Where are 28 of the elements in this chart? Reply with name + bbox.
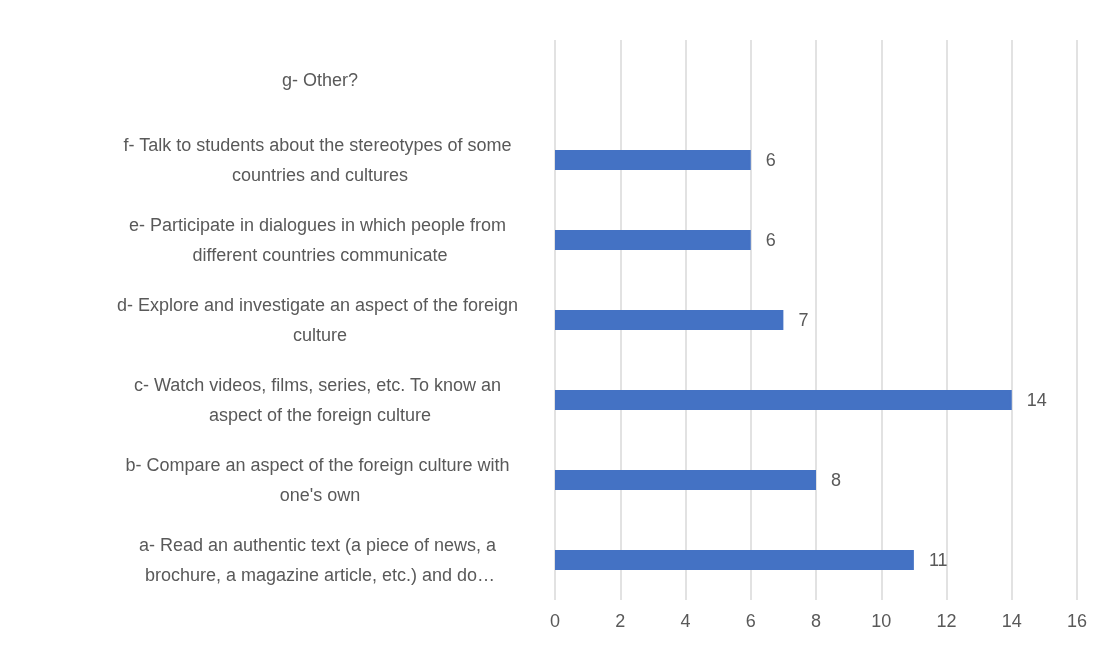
data-label: 8	[831, 470, 842, 490]
x-tick-label: 8	[810, 611, 822, 631]
data-label: 6	[765, 230, 776, 250]
x-tick-label: 0	[549, 611, 561, 631]
data-label: 11	[928, 550, 948, 570]
x-tick-label: 6	[745, 611, 756, 631]
x-tick-label: 14	[1001, 611, 1022, 631]
bar	[555, 390, 1012, 410]
bar	[555, 470, 816, 490]
x-tick-label: 16	[1066, 611, 1088, 631]
y-tick-label: g- Other?	[281, 70, 359, 90]
y-tick-label: d- Explore and investigate an aspect of the foreign culture	[116, 295, 524, 345]
data-label: 14	[1026, 390, 1047, 410]
x-tick-label: 12	[936, 611, 957, 631]
bar	[555, 310, 784, 330]
y-tick-label: b- Compare an aspect of the foreign culture with one's own	[125, 455, 515, 505]
x-tick-label: 4	[680, 611, 691, 631]
y-tick-label: a- Read an authentic text (a piece of news, a brochure, a magazine article, etc.) and do…	[138, 535, 502, 585]
data-label: 7	[798, 310, 809, 330]
x-tick-label: 2	[615, 611, 626, 631]
data-label: 6	[765, 150, 776, 170]
y-tick-label: e- Participate in dialogues in which people from different countries communicate	[128, 215, 512, 265]
y-tick-label: c- Watch videos, films, series, etc. To know an aspect of the foreign culture	[133, 375, 507, 425]
bar	[555, 550, 914, 570]
x-tick-label: 10	[871, 611, 892, 631]
bar	[555, 150, 751, 170]
y-tick-label: f- Talk to students about the stereotypes of some countries and cultures	[123, 135, 517, 185]
bar	[555, 230, 751, 250]
